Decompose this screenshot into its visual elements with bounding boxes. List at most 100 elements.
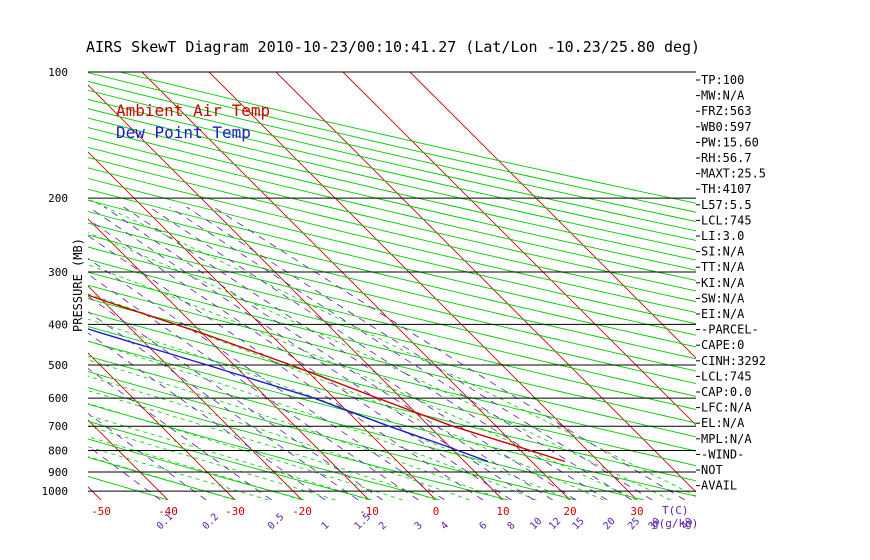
isotherm-line <box>88 84 504 500</box>
index-label: MPL:N/A <box>701 432 752 446</box>
profiles <box>88 294 566 463</box>
dry-adiabat-line <box>88 157 696 303</box>
bottom-temp-tick-label: 20 <box>563 505 576 518</box>
moist-adiabat-line <box>88 425 336 500</box>
legend: Ambient Air Temp Dew Point Temp <box>116 101 270 142</box>
dry-adiabat-line <box>88 136 696 281</box>
dry-adiabat-line <box>88 438 305 500</box>
mixing-ratio-tick-label: 0.2 <box>201 512 222 533</box>
index-label: FRZ:563 <box>701 104 752 118</box>
index-label: EL:N/A <box>701 416 745 430</box>
bottom-temp-tick-label: -20 <box>292 505 312 518</box>
moist-adiabat-line <box>88 414 370 500</box>
index-label: KI:N/A <box>701 276 745 290</box>
dry-adiabat-line <box>88 371 577 500</box>
dry-adiabat-line <box>88 146 696 292</box>
mixing-ratio-line <box>123 206 577 500</box>
pressure-tick-label: 500 <box>48 359 68 372</box>
dry-adiabat-line <box>88 298 696 452</box>
pressure-tick-label: 300 <box>48 266 68 279</box>
background-grid <box>88 72 696 500</box>
mixing-ratio-tick-label: 2 <box>377 520 389 532</box>
dry-adiabat-line <box>88 387 509 500</box>
index-label: MAXT:25.5 <box>701 167 766 181</box>
index-label: CAPE:0 <box>701 338 744 352</box>
mixing-ratio-line <box>88 368 272 500</box>
mixing-ratio-tick-label: 3 <box>413 520 425 532</box>
mixing-ratio-tick-label: 15 <box>570 516 586 532</box>
bottom-temperature-axis: -50 -40 -30 -20 -10 0 10 20 30 <box>91 505 644 518</box>
index-label: WB0:597 <box>701 120 752 134</box>
dry-adiabat-line <box>88 222 696 372</box>
pressure-tick-label: 800 <box>48 445 68 458</box>
mixing-ratio-tick-label: 8 <box>506 520 518 532</box>
pressure-tick-label: 700 <box>48 420 68 433</box>
isotherm-line <box>275 72 696 493</box>
dry-adiabat-line <box>88 271 696 424</box>
dew-point-profile <box>88 328 489 463</box>
isotherm-line <box>88 285 303 500</box>
mixing-ratio-line <box>88 445 161 500</box>
mixing-ratio-line <box>88 206 535 500</box>
index-label: MW:N/A <box>701 89 745 103</box>
index-label: L57:5.5 <box>701 198 752 212</box>
isotherm-line <box>342 72 696 426</box>
moist-adiabat-line <box>88 456 236 500</box>
index-label: -PARCEL- <box>701 323 759 337</box>
y-axis-label: PRESSURE (MB) <box>71 238 85 332</box>
mixing-ratio-unit: g(g/kg) <box>652 517 698 530</box>
mixing-ratio-tick-label: 0.5 <box>266 512 287 533</box>
mixing-ratio-tick-label: 20 <box>601 516 617 532</box>
mixing-ratio-tick-label: 4 <box>439 520 451 532</box>
dry-adiabat-line <box>88 340 696 497</box>
dry-adiabat-line <box>88 211 696 360</box>
moist-adiabat-line <box>88 198 696 497</box>
mixing-ratio-tick-label: 1 <box>319 520 331 532</box>
dry-adiabat-line <box>88 167 696 314</box>
bottom-axis-unit: T(C) <box>662 504 689 517</box>
index-label: CINH:3292 <box>701 354 766 368</box>
isotherm-line <box>88 352 236 500</box>
dry-adiabat-line <box>88 326 696 482</box>
mixing-ratio-tick-label: 6 <box>477 520 489 532</box>
bottom-temp-tick-label: -50 <box>91 505 111 518</box>
isotherm-line <box>141 72 571 500</box>
dry-adiabat-line <box>88 456 237 500</box>
dry-adiabat-line <box>88 311 696 467</box>
mixing-ratio-line <box>88 257 445 500</box>
pressure-tick-label: 400 <box>48 318 68 331</box>
legend-ambient-temp: Ambient Air Temp <box>116 101 270 120</box>
pressure-tick-label: 100 <box>48 66 68 79</box>
index-label: TH:4107 <box>701 182 752 196</box>
moist-adiabat-line <box>88 264 638 500</box>
pressure-tick-label: 900 <box>48 466 68 479</box>
dry-adiabat-line <box>88 258 696 410</box>
mixing-ratio-line <box>213 206 686 500</box>
mixing-ratio-line <box>88 295 383 500</box>
index-label: LCL:745 <box>701 369 752 383</box>
isotherm-line <box>88 486 102 500</box>
index-label: SW:N/A <box>701 291 745 305</box>
index-label: CAP:0.0 <box>701 385 752 399</box>
index-label: LI:3.0 <box>701 229 744 243</box>
moist-adiabat-line <box>88 436 303 500</box>
index-label: EI:N/A <box>701 307 745 321</box>
moist-adiabat-line <box>88 359 504 500</box>
moist-adiabat-line <box>88 293 604 500</box>
mixing-ratio-line <box>88 412 207 500</box>
bottom-temp-tick-label: -40 <box>158 505 178 518</box>
index-label: SI:N/A <box>701 245 745 259</box>
bottom-temp-tick-label: 0 <box>433 505 440 518</box>
dry-adiabat-line <box>88 355 645 500</box>
mixing-ratio-line <box>149 206 608 500</box>
bottom-temp-tick-label: -30 <box>225 505 245 518</box>
pressure-tick-label: 1000 <box>42 485 69 498</box>
pressure-tick-label: 200 <box>48 192 68 205</box>
dry-adiabat-line <box>88 234 696 384</box>
mixing-ratio-line <box>186 206 653 500</box>
dry-adiabat-line <box>88 246 696 397</box>
mixing-ratio-line <box>88 218 512 500</box>
mixing-ratio-line <box>104 206 553 500</box>
